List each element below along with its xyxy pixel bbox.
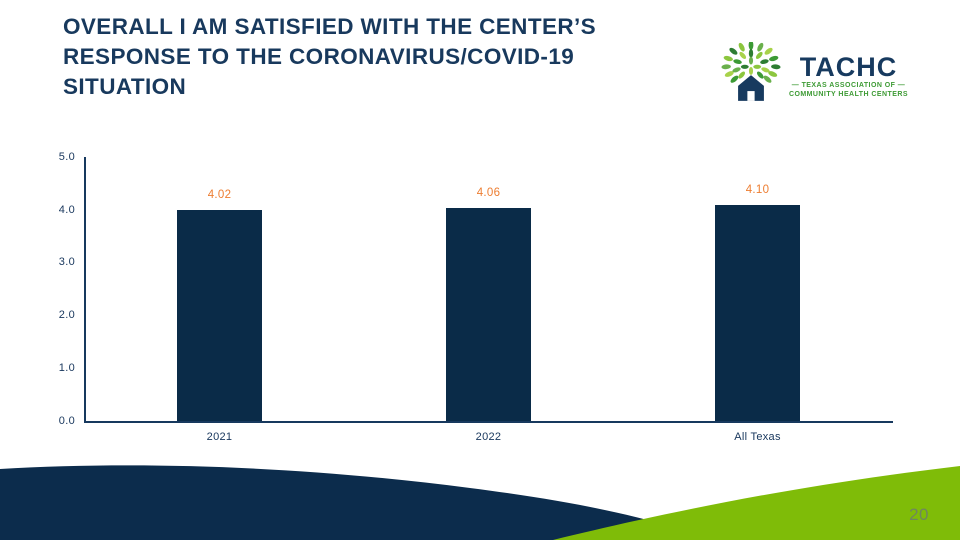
logo-subtitle-line-2: COMMUNITY HEALTH CENTERS bbox=[788, 90, 908, 98]
navy-wave-shape bbox=[0, 465, 708, 540]
page-title-line-3: SITUATION bbox=[63, 74, 187, 99]
bar bbox=[715, 205, 800, 422]
logo-wordmark: TACHC bbox=[799, 51, 898, 82]
y-axis-line bbox=[84, 157, 86, 422]
page-title-line-1: OVERALL I AM SATISFIED WITH THE CENTER’S bbox=[63, 14, 597, 39]
bar-value-label: 4.06 bbox=[476, 186, 501, 199]
bar bbox=[177, 209, 262, 422]
page-title-line-2: RESPONSE TO THE CORONAVIRUS/COVID-19 bbox=[63, 44, 575, 69]
page-number: 20 bbox=[909, 505, 929, 524]
bar-value-label: 4.10 bbox=[745, 184, 770, 197]
bar bbox=[446, 207, 531, 422]
y-axis-tick-label: 5.0 bbox=[58, 151, 75, 163]
logo-subtitle-line-1: — TEXAS ASSOCIATION OF — bbox=[791, 81, 906, 89]
logo-wordmark-block: TACHC — TEXAS ASSOCIATION OF — COMMUNITY… bbox=[789, 53, 908, 99]
page-title: OVERALL I AM SATISFIED WITH THE CENTER’S… bbox=[63, 12, 693, 102]
bar-value-label: 4.02 bbox=[207, 188, 232, 201]
y-axis-tick-label: 3.0 bbox=[58, 256, 75, 269]
category-label: All Texas bbox=[734, 430, 781, 443]
y-axis-tick-label: 0.0 bbox=[58, 414, 75, 427]
y-axis-tick-label: 4.0 bbox=[58, 203, 75, 216]
x-axis-line bbox=[84, 421, 893, 423]
y-axis-tick-label: 1.0 bbox=[58, 361, 75, 374]
category-label: 2021 bbox=[206, 430, 233, 443]
green-wave-shape bbox=[553, 466, 960, 540]
y-axis-tick-label: 2.0 bbox=[58, 309, 75, 322]
tree-house-logo-icon bbox=[720, 40, 782, 109]
tachc-logo: TACHC — TEXAS ASSOCIATION OF — COMMUNITY… bbox=[720, 40, 908, 109]
category-label: 2022 bbox=[475, 430, 502, 443]
bottom-waves bbox=[0, 465, 960, 540]
